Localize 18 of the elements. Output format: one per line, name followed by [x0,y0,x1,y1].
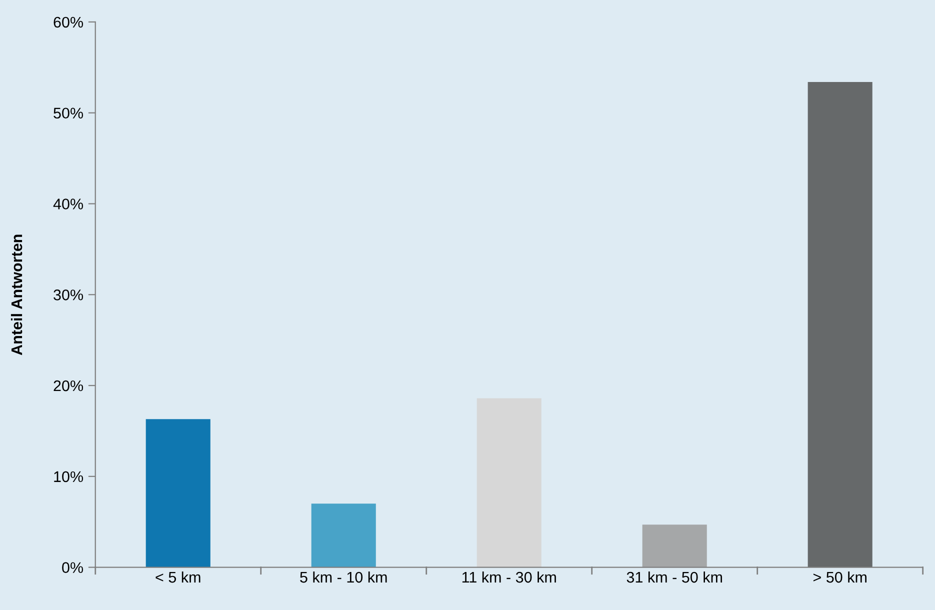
x-tick-label: 11 km - 30 km [462,571,556,583]
x-tick-label: < 5 km [156,571,200,583]
y-axis-title: Anteil Antworten [10,234,22,356]
y-tick-label: 10% [54,471,84,482]
bar [808,82,872,568]
x-tick-label: 31 km - 50 km [626,571,722,583]
y-tick-label: 40% [53,198,84,210]
x-tick-label: 5 km - 10 km [300,571,387,583]
y-tick-label: 30% [54,290,84,300]
y-tick-label: 50% [54,108,84,119]
y-tick-label: 20% [54,380,84,392]
x-tick-label: > 50 km [813,571,866,583]
bar [642,524,707,568]
bar [146,419,210,568]
y-tick-label: 60% [54,16,84,28]
bar [311,504,376,568]
y-tick-label: 0% [62,562,84,573]
bar [476,398,542,568]
